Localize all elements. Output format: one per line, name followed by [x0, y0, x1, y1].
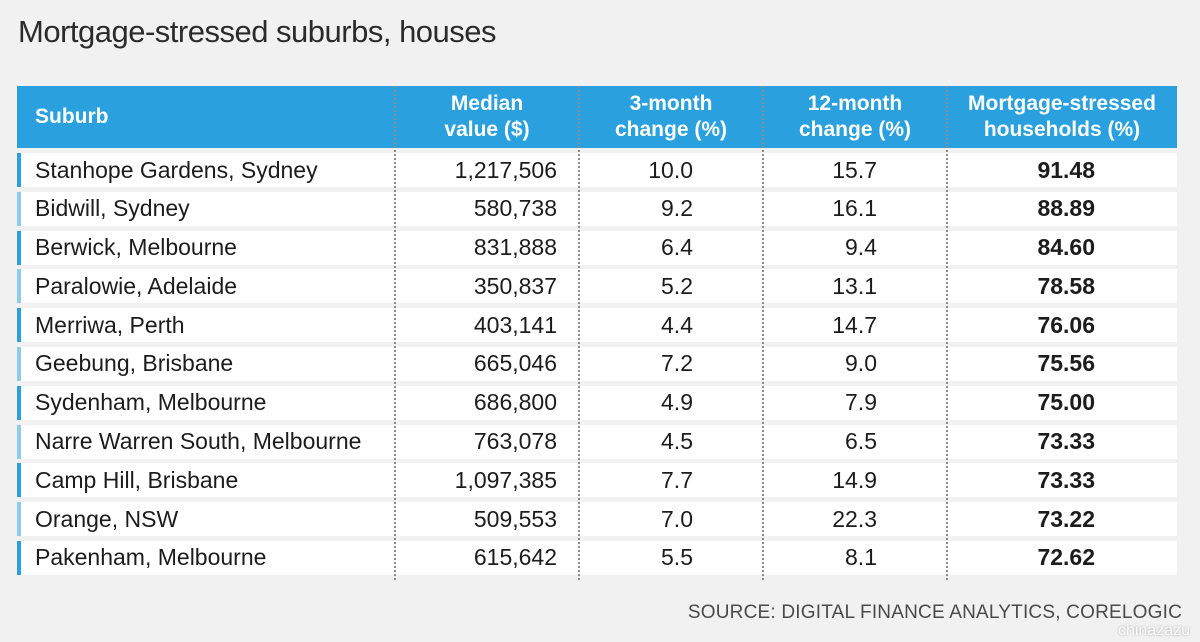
cell-12-month-change: 14.7: [832, 311, 877, 338]
cell-3-month-change: 9.2: [661, 195, 693, 222]
header-median-value: Median value ($): [444, 92, 530, 141]
header-suburb: Suburb: [35, 105, 109, 128]
column-divider: [762, 86, 764, 580]
cell-12-month-change: 13.1: [832, 272, 877, 299]
cell-suburb: Camp Hill, Brisbane: [35, 466, 239, 493]
table-row: Bidwill, Sydney 580,738 9.2 16.1 88.89: [17, 191, 1177, 226]
header-12-month-change: 12-month change (%): [798, 92, 911, 141]
cell-3-month-change: 4.5: [661, 428, 693, 455]
table-row: Stanhope Gardens, Sydney 1,217,506 10.0 15.…: [17, 153, 1177, 187]
row-accent-bar: [17, 385, 21, 420]
cell-3-month-change: 5.2: [661, 272, 693, 299]
cell-median-value: 763,078: [473, 428, 557, 455]
cell-mortgage-stressed: 73.22: [1037, 505, 1095, 532]
cell-median-value: 831,888: [473, 234, 557, 261]
table-row: Geebung, Brisbane 665,046 7.2 9.0 75.56: [17, 346, 1177, 381]
cell-suburb: Orange, NSW: [35, 505, 179, 532]
cell-12-month-change: 15.7: [832, 156, 877, 183]
row-accent-bar: [17, 153, 21, 187]
cell-suburb: Bidwill, Sydney: [35, 195, 190, 222]
row-accent-bar: [17, 540, 21, 575]
cell-suburb: Berwick, Melbourne: [35, 234, 237, 261]
cell-12-month-change: 16.1: [832, 195, 877, 222]
cell-12-month-change: 6.5: [845, 428, 877, 455]
cell-3-month-change: 4.9: [661, 389, 693, 416]
cell-12-month-change: 8.1: [845, 544, 877, 571]
cell-median-value: 615,642: [473, 544, 557, 571]
column-divider: [578, 86, 580, 580]
table-row: Orange, NSW 509,553 7.0 22.3 73.22: [17, 502, 1177, 537]
header-mortgage-stressed: Mortgage-stressed households (%): [968, 92, 1156, 141]
cell-mortgage-stressed: 76.06: [1037, 311, 1095, 338]
cell-3-month-change: 4.4: [661, 311, 693, 338]
cell-suburb: Pakenham, Melbourne: [35, 544, 267, 571]
cell-3-month-change: 10.0: [648, 156, 693, 183]
cell-median-value: 580,738: [473, 195, 557, 222]
cell-mortgage-stressed: 73.33: [1037, 428, 1095, 455]
cell-suburb: Narre Warren South, Melbourne: [35, 428, 362, 455]
watermark: chinazazu: [1117, 622, 1190, 639]
row-accent-bar: [17, 308, 21, 343]
cell-suburb: Sydenham, Melbourne: [35, 389, 267, 416]
table-row: Merriwa, Perth 403,141 4.4 14.7 76.06: [17, 308, 1177, 343]
cell-suburb: Merriwa, Perth: [35, 311, 185, 338]
source-note: SOURCE: DIGITAL FINANCE ANALYTICS, COREL…: [687, 602, 1182, 623]
cell-mortgage-stressed: 91.48: [1037, 156, 1095, 183]
column-divider: [946, 86, 948, 580]
row-accent-bar: [17, 463, 21, 498]
cell-mortgage-stressed: 75.00: [1037, 389, 1095, 416]
cell-mortgage-stressed: 72.62: [1037, 544, 1095, 571]
cell-mortgage-stressed: 88.89: [1037, 195, 1095, 222]
table-row: Pakenham, Melbourne 615,642 5.5 8.1 72.62: [17, 540, 1177, 575]
cell-3-month-change: 5.5: [661, 544, 693, 571]
table-row: Narre Warren South, Melbourne 763,078 4.5 6…: [17, 424, 1177, 459]
table-header: Suburb Median value ($) 3-month change (…: [17, 86, 1177, 148]
cell-mortgage-stressed: 75.56: [1037, 350, 1095, 377]
table-row: Berwick, Melbourne 831,888 6.4 9.4 84.60: [17, 230, 1177, 265]
cell-12-month-change: 7.9: [845, 389, 877, 416]
cell-3-month-change: 7.2: [661, 350, 693, 377]
row-accent-bar: [17, 502, 21, 537]
row-accent-bar: [17, 191, 21, 226]
cell-3-month-change: 7.7: [661, 466, 693, 493]
table-row: Camp Hill, Brisbane 1,097,385 7.7 14.9 73.33: [17, 463, 1177, 498]
cell-3-month-change: 7.0: [661, 505, 693, 532]
cell-12-month-change: 14.9: [832, 466, 877, 493]
table-row: Paralowie, Adelaide 350,837 5.2 13.1 78.58: [17, 269, 1177, 304]
row-accent-bar: [17, 346, 21, 381]
row-accent-bar: [17, 269, 21, 304]
row-accent-bar: [17, 230, 21, 265]
cell-3-month-change: 6.4: [661, 234, 693, 261]
cell-12-month-change: 9.0: [845, 350, 877, 377]
table-body: Stanhope Gardens, Sydney 1,217,506 10.0 15.…: [17, 153, 1177, 575]
cell-median-value: 686,800: [473, 389, 557, 416]
cell-median-value: 509,553: [473, 505, 557, 532]
cell-suburb: Stanhope Gardens, Sydney: [35, 156, 318, 183]
cell-mortgage-stressed: 73.33: [1037, 466, 1095, 493]
cell-mortgage-stressed: 84.60: [1037, 234, 1095, 261]
cell-median-value: 403,141: [473, 311, 557, 338]
header-3-month-change: 3-month change (%): [614, 92, 727, 141]
cell-median-value: 1,217,506: [454, 156, 557, 183]
cell-suburb: Geebung, Brisbane: [35, 350, 234, 377]
data-table: Suburb Median value ($) 3-month change (…: [17, 86, 1177, 580]
table-row: Sydenham, Melbourne 686,800 4.9 7.9 75.00: [17, 385, 1177, 420]
cell-suburb: Paralowie, Adelaide: [35, 272, 238, 299]
cell-median-value: 1,097,385: [454, 466, 557, 493]
cell-12-month-change: 22.3: [832, 505, 877, 532]
cell-mortgage-stressed: 78.58: [1037, 272, 1095, 299]
page-title: Mortgage-stressed suburbs, houses: [18, 14, 497, 49]
cell-median-value: 665,046: [473, 350, 557, 377]
cell-12-month-change: 9.4: [845, 234, 877, 261]
column-divider: [394, 86, 396, 580]
row-accent-bar: [17, 424, 21, 459]
cell-median-value: 350,837: [473, 272, 557, 299]
